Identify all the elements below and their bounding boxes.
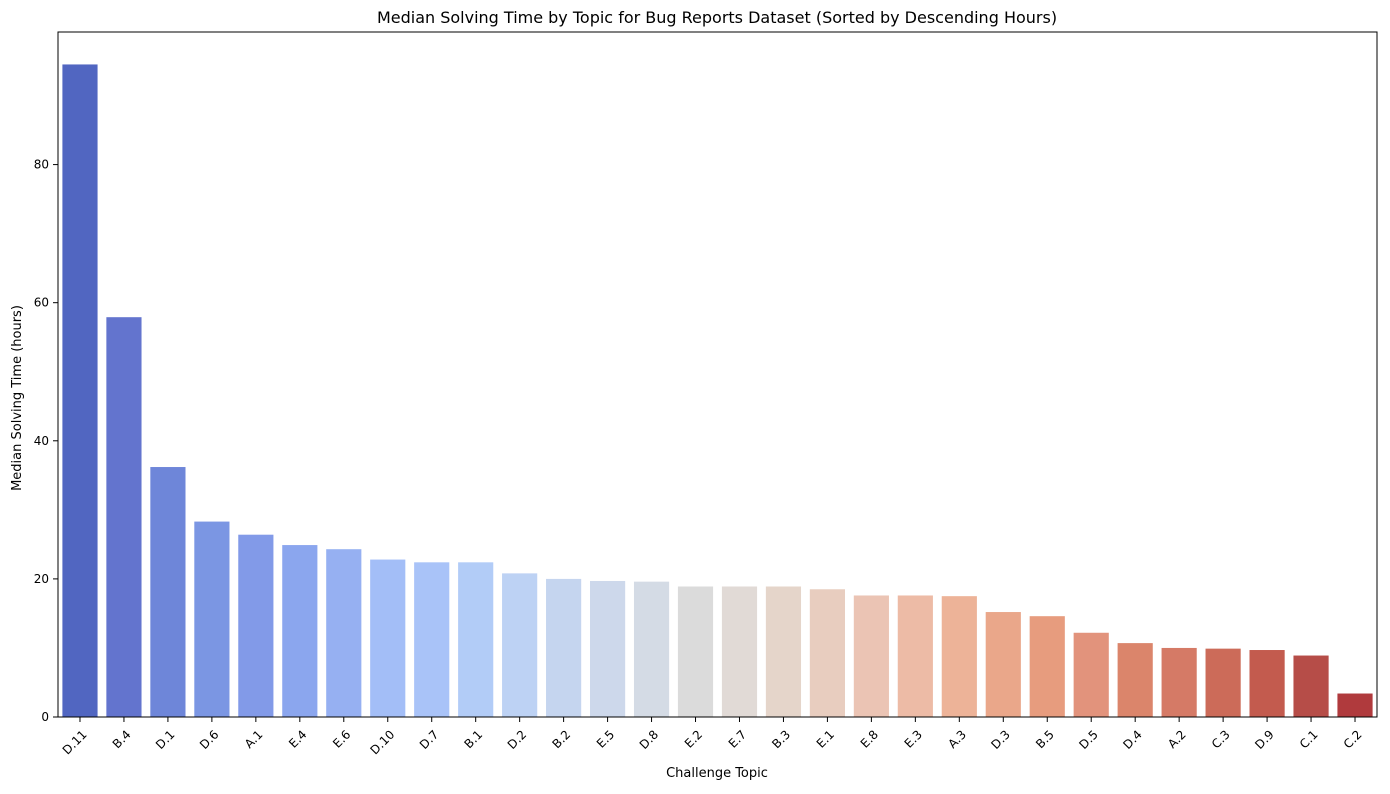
- bar-e-4: [282, 545, 318, 717]
- bar-e-6: [326, 549, 362, 717]
- bar-b-3: [765, 586, 802, 717]
- x-tick-label: E.8: [858, 727, 881, 750]
- y-axis-label: Median Solving Time (hours): [10, 305, 25, 491]
- x-tick-label: A.3: [945, 727, 969, 751]
- bar-d-1: [150, 467, 186, 717]
- bar-d-4: [1117, 643, 1153, 717]
- bar-d-11: [62, 64, 98, 717]
- x-axis-label: Challenge Topic: [666, 766, 768, 781]
- plot-frame: [57, 31, 1378, 718]
- bar-b-1: [458, 562, 494, 717]
- bar-d-5: [1073, 632, 1109, 717]
- bar-d-7: [414, 562, 450, 717]
- x-tick-label: B.5: [1033, 727, 1057, 751]
- x-tick-label: D.3: [988, 727, 1013, 752]
- bar-c-1: [1293, 655, 1329, 717]
- x-tick-label: D.9: [1252, 727, 1277, 752]
- y-tick-label: 20: [34, 572, 49, 586]
- x-tick-label: B.4: [110, 727, 134, 751]
- bar-e-3: [897, 595, 933, 717]
- x-tick-label: E.7: [726, 727, 749, 750]
- x-tick-label: D.5: [1076, 727, 1101, 752]
- bar-e-2: [677, 586, 714, 717]
- x-tick-label: C.2: [1341, 727, 1365, 751]
- x-tick-label: D.2: [505, 727, 530, 752]
- bar-c-2: [1337, 693, 1373, 717]
- bar-e-7: [721, 586, 758, 717]
- bar-a-2: [1161, 647, 1197, 717]
- bar-a-3: [941, 596, 977, 717]
- bar-d-2: [502, 573, 538, 717]
- bar-e-8: [853, 595, 889, 717]
- bar-e-1: [809, 589, 845, 717]
- bar-b-4: [106, 317, 142, 717]
- x-tick-label: D.8: [637, 727, 662, 752]
- x-tick-label: A.2: [1165, 727, 1189, 751]
- bar-d-6: [194, 521, 230, 717]
- x-tick-label: E.5: [594, 727, 617, 750]
- x-tick-label: D.6: [197, 727, 222, 752]
- x-tick-label: A.1: [242, 727, 266, 751]
- y-tick-label: 0: [41, 710, 49, 724]
- x-tick-label: C.1: [1297, 727, 1321, 751]
- bar-e-5: [590, 580, 626, 717]
- x-tick-label: B.1: [462, 727, 486, 751]
- bars-layer: [62, 64, 1373, 717]
- x-tick-label: E.1: [814, 727, 837, 750]
- bar-c-3: [1205, 648, 1241, 717]
- bar-d-10: [370, 559, 406, 717]
- x-tick-label: C.3: [1209, 727, 1233, 751]
- x-tick-label: D.1: [153, 727, 178, 752]
- bar-d-8: [633, 581, 670, 717]
- bar-b-5: [1029, 616, 1065, 717]
- x-tick-label: D.7: [417, 727, 442, 752]
- bar-d-3: [985, 612, 1021, 717]
- bar-d-9: [1249, 650, 1285, 717]
- bar-b-2: [546, 578, 582, 717]
- y-tick-label: 60: [34, 296, 49, 310]
- x-tick-label: D.11: [60, 727, 90, 757]
- x-tick-label: D.4: [1120, 727, 1145, 752]
- x-tick-label: B.3: [769, 727, 793, 751]
- x-tick-label: E.6: [330, 727, 353, 750]
- x-tick-label: E.3: [902, 727, 925, 750]
- x-tick-label: D.10: [367, 727, 397, 757]
- y-tick-label: 80: [34, 158, 49, 172]
- bar-a-1: [238, 534, 274, 717]
- y-tick-label: 40: [34, 434, 49, 448]
- x-tick-label: B.2: [549, 727, 573, 751]
- x-tick-label: E.4: [286, 727, 309, 750]
- chart-title: Median Solving Time by Topic for Bug Rep…: [377, 8, 1057, 27]
- x-tick-label: E.2: [682, 727, 705, 750]
